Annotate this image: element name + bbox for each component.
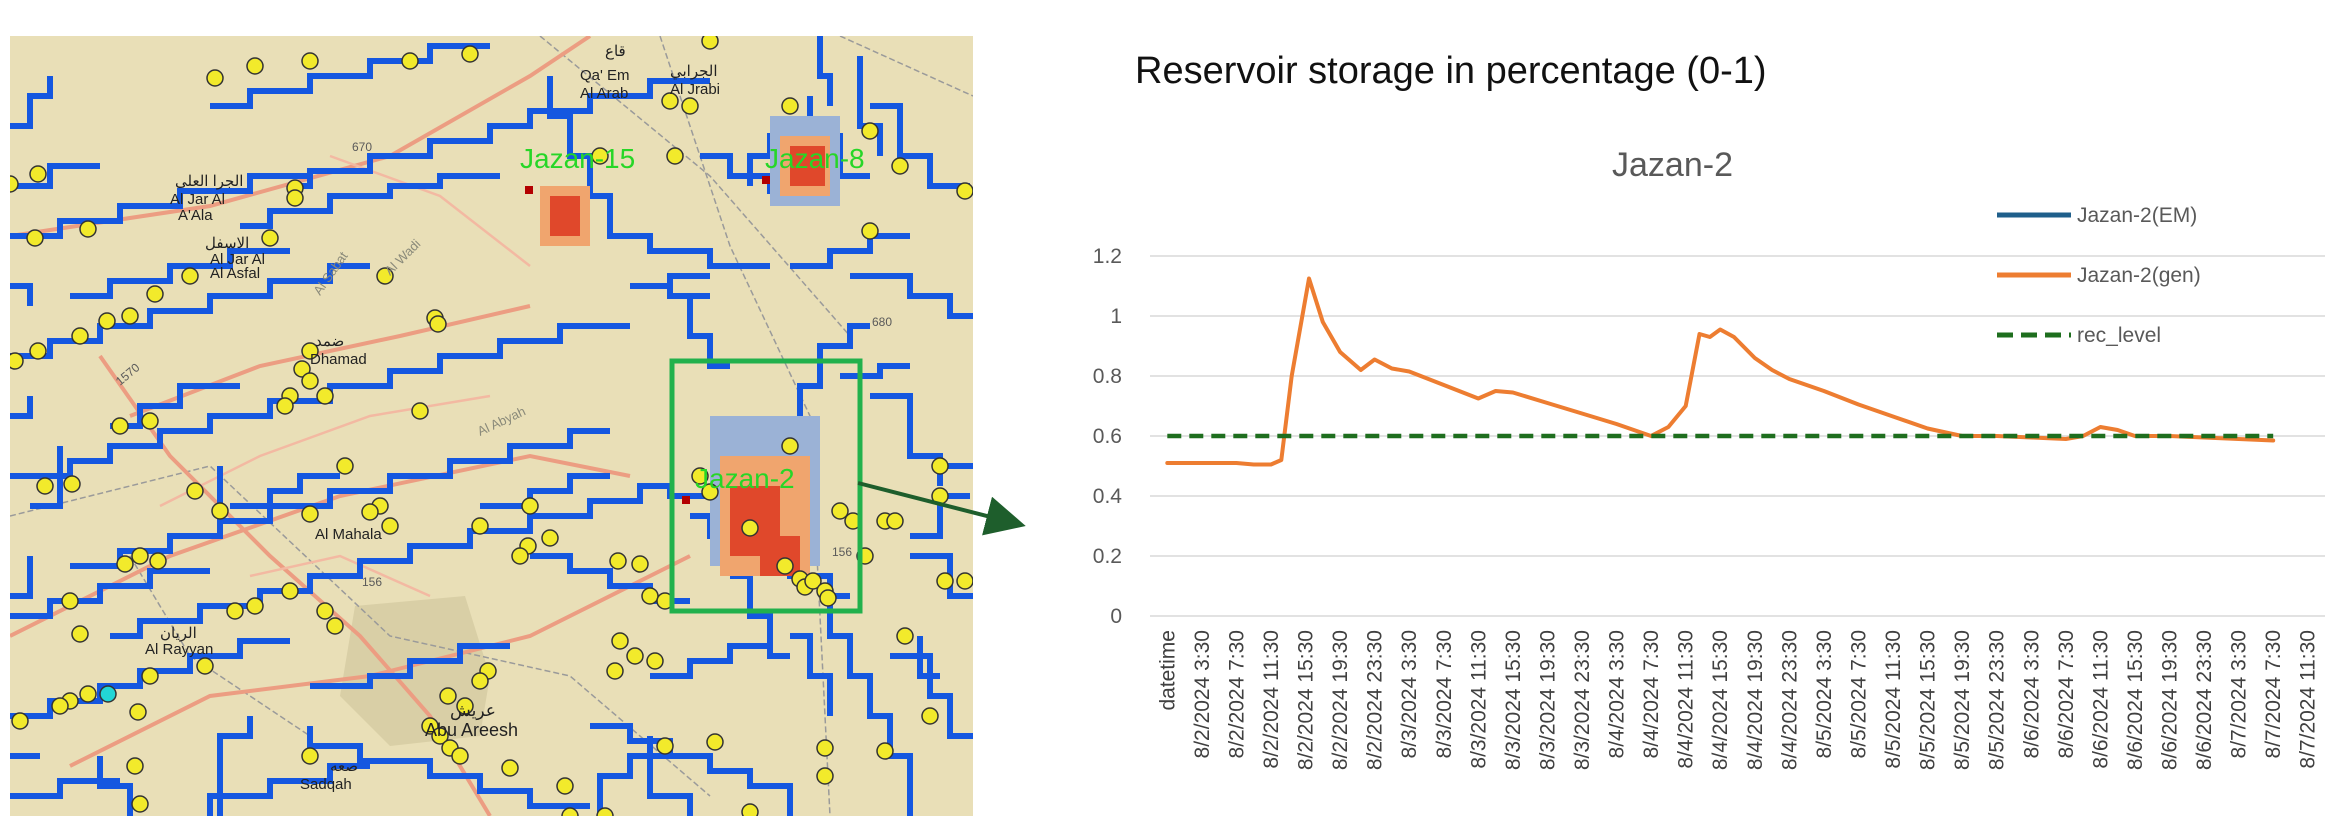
place-label: Al Rayyan (145, 641, 213, 658)
place-label: Qa' Em (580, 67, 630, 84)
place-label: قاع (605, 43, 626, 60)
x-tick-label: 8/3/2024 11:30 (1467, 630, 1490, 769)
reservoir-heat-jazan-15 (525, 186, 590, 246)
place-label: Al Jrabi (670, 81, 720, 98)
reservoir-heat-jazan-2 (682, 416, 820, 576)
place-label: الريان (160, 625, 197, 642)
x-tick-label: 8/3/2024 19:30 (1536, 630, 1559, 770)
reservoir-label-jazan-15: Jazan-15 (520, 143, 635, 174)
y-tick-label: 0.4 (1093, 485, 1123, 508)
legend-label: rec_level (2077, 324, 2161, 347)
x-tick-label: 8/6/2024 3:30 (2020, 630, 2043, 758)
y-tick-label: 0.8 (1093, 365, 1122, 388)
x-tick-label: 8/6/2024 7:30 (2055, 630, 2078, 758)
x-tick-label: 8/2/2024 15:30 (1295, 630, 1318, 770)
x-tick-label: 8/7/2024 3:30 (2228, 630, 2251, 758)
reservoir-label-jazan-8: Jazan-8 (765, 143, 865, 174)
place-label: Al Asfal (210, 265, 260, 282)
road-label: 670 (352, 140, 372, 154)
place-label: عريش (450, 701, 496, 721)
x-tick-label: 8/5/2024 23:30 (1986, 630, 2009, 770)
x-tick-label: 8/4/2024 23:30 (1778, 630, 1801, 770)
place-label: صعه (330, 758, 358, 775)
place-label: Al Jar Al (210, 251, 265, 268)
y-tick-label: 0.2 (1093, 545, 1122, 568)
place-label: Dhamad (310, 351, 367, 368)
river-network (10, 36, 973, 816)
x-tick-label: 8/6/2024 11:30 (2089, 630, 2112, 769)
chart-title: Jazan-2 (1612, 146, 1733, 184)
reservoir-labels: Jazan-15 Jazan-8 Jazan-2 (520, 143, 865, 494)
place-label: الجرا العلى (175, 173, 243, 190)
x-tick-label: 8/5/2024 15:30 (1917, 630, 1940, 770)
x-tick-label: 8/6/2024 23:30 (2193, 630, 2216, 770)
reservoir-heat-jazan-8 (762, 116, 840, 206)
x-tick-label: 8/5/2024 19:30 (1951, 630, 1974, 770)
x-tick-label: 8/7/2024 11:30 (2297, 630, 2320, 769)
x-tick-label: 8/3/2024 7:30 (1433, 630, 1456, 758)
x-tick-label: 8/6/2024 15:30 (2124, 630, 2147, 770)
x-tick-label: 8/6/2024 19:30 (2158, 630, 2181, 770)
x-tick-label: 8/7/2024 7:30 (2262, 630, 2285, 758)
y-tick-label: 1 (1110, 305, 1122, 328)
x-tick-label: 8/4/2024 15:30 (1709, 630, 1732, 770)
x-tick-label: 8/2/2024 23:30 (1364, 630, 1387, 770)
y-tick-label: 0.6 (1093, 425, 1122, 448)
urban-area (340, 596, 490, 746)
x-tick-label: datetime (1156, 630, 1179, 711)
slide-title: Reservoir storage in percentage (0-1) (1135, 50, 1767, 92)
x-tick-label: 8/2/2024 19:30 (1329, 630, 1352, 770)
gauge-points (10, 36, 973, 816)
x-tick-label: 8/4/2024 7:30 (1640, 630, 1663, 758)
road-label: 156 (832, 545, 852, 559)
reservoir-label-jazan-2: Jazan-2 (695, 463, 795, 494)
admin-boundaries (10, 36, 973, 816)
x-tick-label: 8/3/2024 15:30 (1502, 630, 1525, 770)
x-tick-label: 8/4/2024 19:30 (1744, 630, 1767, 770)
x-tick-label: 8/2/2024 11:30 (1260, 630, 1283, 769)
map-panel: الجرا العلى Al Jar Al A'Ala الاسفل Al Ja… (10, 36, 973, 816)
road-label: 680 (872, 315, 892, 329)
place-label: Al Mahala (315, 526, 382, 543)
legend-label: Jazan-2(gen) (2077, 264, 2201, 287)
place-label: Al Jar Al (170, 191, 225, 208)
x-tick-label: 8/4/2024 11:30 (1675, 630, 1698, 769)
y-tick-label: 0 (1110, 605, 1122, 628)
x-tick-label: 8/5/2024 3:30 (1813, 630, 1836, 758)
place-label: A'Ala (178, 207, 213, 224)
place-label: Abu Areesh (425, 720, 518, 740)
road-label: 156 (362, 575, 382, 589)
x-tick-label: 8/2/2024 7:30 (1225, 630, 1248, 758)
x-tick-label: 8/5/2024 11:30 (1882, 630, 1905, 769)
legend-label: Jazan-2(EM) (2077, 204, 2197, 227)
y-tick-label: 1.2 (1093, 245, 1122, 268)
x-tick-label: 8/3/2024 23:30 (1571, 630, 1594, 770)
line-chart: Jazan-2 0 0.2 0.4 0.6 0.8 1 1.2 datetime 8/2/2024… (1093, 146, 2325, 770)
gauge-point-special (99, 685, 117, 703)
place-label: ضمد (315, 333, 344, 350)
x-tick-label: 8/4/2024 3:30 (1606, 630, 1629, 758)
x-tick-label: 8/2/2024 3:30 (1191, 630, 1214, 758)
place-label: الجرابي (670, 63, 718, 80)
place-label: Al Arab (580, 85, 628, 102)
x-tick-label: 8/5/2024 7:30 (1847, 630, 1870, 758)
place-label: Sadqah (300, 776, 352, 793)
x-tick-label: 8/3/2024 3:30 (1398, 630, 1421, 758)
place-label: الاسفل (205, 235, 249, 252)
